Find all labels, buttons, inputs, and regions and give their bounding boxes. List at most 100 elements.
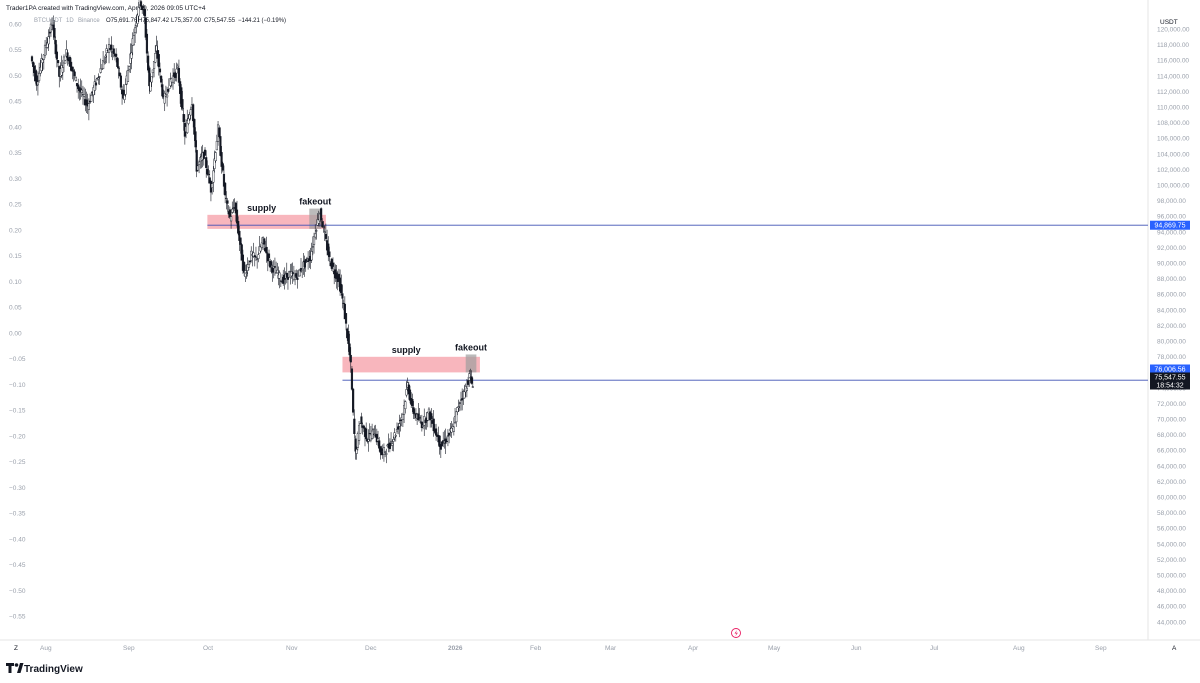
- fakeout-box[interactable]: [465, 354, 477, 373]
- candle: [167, 88, 170, 94]
- candle: [322, 220, 325, 233]
- candle: [259, 244, 262, 253]
- candle: [152, 61, 156, 78]
- candle: [337, 268, 340, 288]
- candle: [132, 28, 135, 46]
- price-tick-label: 84,000.00: [1157, 307, 1186, 314]
- candle: [138, 0, 141, 9]
- price-axis[interactable]: 120,000.00 118,000.00 116,000.00 114,000.00…: [1157, 27, 1190, 627]
- candle: [418, 408, 421, 422]
- candles-layer: [30, 0, 474, 464]
- candle: [290, 263, 293, 279]
- left-tick-label: 0.00: [9, 330, 22, 337]
- price-tick-label: 100,000.00: [1157, 183, 1190, 190]
- candle: [408, 385, 412, 404]
- level-price-label: 94,869.75: [1154, 223, 1185, 230]
- candle: [32, 61, 35, 77]
- candle: [347, 324, 350, 352]
- candle: [352, 387, 355, 416]
- candle: [64, 59, 67, 64]
- left-tick-label: −0.10: [9, 382, 26, 389]
- chart-credit: Trader1PA created with TradingView.com, …: [6, 5, 206, 12]
- candle: [388, 438, 391, 453]
- auto-scale-button[interactable]: A: [1172, 645, 1177, 652]
- time-tick-label: Aug: [40, 645, 52, 652]
- fakeout-label: fakeout: [455, 342, 487, 352]
- candle: [389, 432, 393, 447]
- candle: [137, 2, 140, 22]
- candle: [211, 181, 214, 195]
- price-tick-label: 70,000.00: [1157, 417, 1186, 424]
- time-tick-label: Jun: [851, 645, 862, 652]
- candle: [397, 422, 400, 435]
- candle: [359, 423, 362, 434]
- candle: [128, 65, 131, 73]
- supply-zone[interactable]: [342, 356, 480, 373]
- lightning-icon[interactable]: [731, 628, 741, 638]
- candle: [344, 312, 348, 331]
- candle: [40, 53, 43, 74]
- time-tick-label: Dec: [365, 645, 377, 652]
- symbol-label[interactable]: BTCUSDT: [34, 18, 63, 24]
- candle: [456, 406, 459, 416]
- level-price-tag: [1150, 220, 1190, 230]
- price-tick-label: 82,000.00: [1157, 323, 1186, 330]
- left-tick-label: 0.20: [9, 227, 22, 234]
- zone-labels-layer: supply fakeout supply fakeout: [247, 197, 487, 355]
- candle: [260, 237, 263, 250]
- candle: [119, 73, 122, 90]
- price-tick-label: 108,000.00: [1157, 120, 1190, 127]
- candle: [188, 111, 191, 121]
- price-tick-label: 96,000.00: [1157, 214, 1186, 221]
- log-scale-button[interactable]: Z: [14, 645, 18, 652]
- price-tick-label: 104,000.00: [1157, 151, 1190, 158]
- candle: [362, 424, 365, 433]
- candle: [424, 418, 427, 430]
- candle: [71, 66, 74, 80]
- candle: [248, 260, 252, 265]
- candle: [186, 109, 189, 135]
- candle: [450, 420, 453, 438]
- candle: [440, 441, 444, 447]
- supply-zone[interactable]: [207, 214, 326, 229]
- candle: [382, 443, 386, 462]
- candle: [102, 51, 105, 70]
- candle: [426, 411, 429, 428]
- time-tick-label: Apr: [688, 645, 699, 652]
- price-tick-label: 80,000.00: [1157, 339, 1186, 346]
- candle: [303, 255, 306, 277]
- candle: [360, 412, 363, 426]
- candle: [77, 78, 80, 99]
- candle: [349, 347, 352, 373]
- interval-label[interactable]: 1D: [66, 18, 74, 24]
- candle: [238, 225, 241, 251]
- fakeout-box[interactable]: [309, 208, 322, 229]
- candle: [235, 200, 239, 228]
- candle: [48, 27, 51, 39]
- candle: [93, 75, 96, 95]
- candle: [311, 236, 314, 256]
- candle: [375, 428, 378, 445]
- candle: [250, 246, 253, 263]
- time-tick-label: Jul: [930, 645, 939, 652]
- left-tick-label: 0.10: [9, 279, 22, 286]
- candle: [246, 257, 249, 277]
- candle: [171, 68, 175, 90]
- left-tick-label: −0.05: [9, 356, 26, 363]
- candle: [342, 299, 345, 311]
- candle: [468, 369, 471, 387]
- exchange-label: Binance: [78, 18, 100, 24]
- candle: [74, 76, 77, 82]
- ohlc-high: H75,847.42: [138, 18, 170, 24]
- candle: [87, 98, 90, 121]
- candle: [301, 269, 304, 279]
- candle: [271, 264, 274, 282]
- time-axis[interactable]: Aug Sep Oct Nov Dec 2026 Feb Mar Apr May Jun Jul Aug…: [40, 645, 1107, 652]
- candle: [92, 84, 95, 103]
- candle: [372, 428, 375, 439]
- currency-label[interactable]: USDT: [1160, 19, 1178, 26]
- candle: [385, 448, 388, 464]
- price-tick-label: 92,000.00: [1157, 245, 1186, 252]
- price-tick-label: 62,000.00: [1157, 479, 1186, 486]
